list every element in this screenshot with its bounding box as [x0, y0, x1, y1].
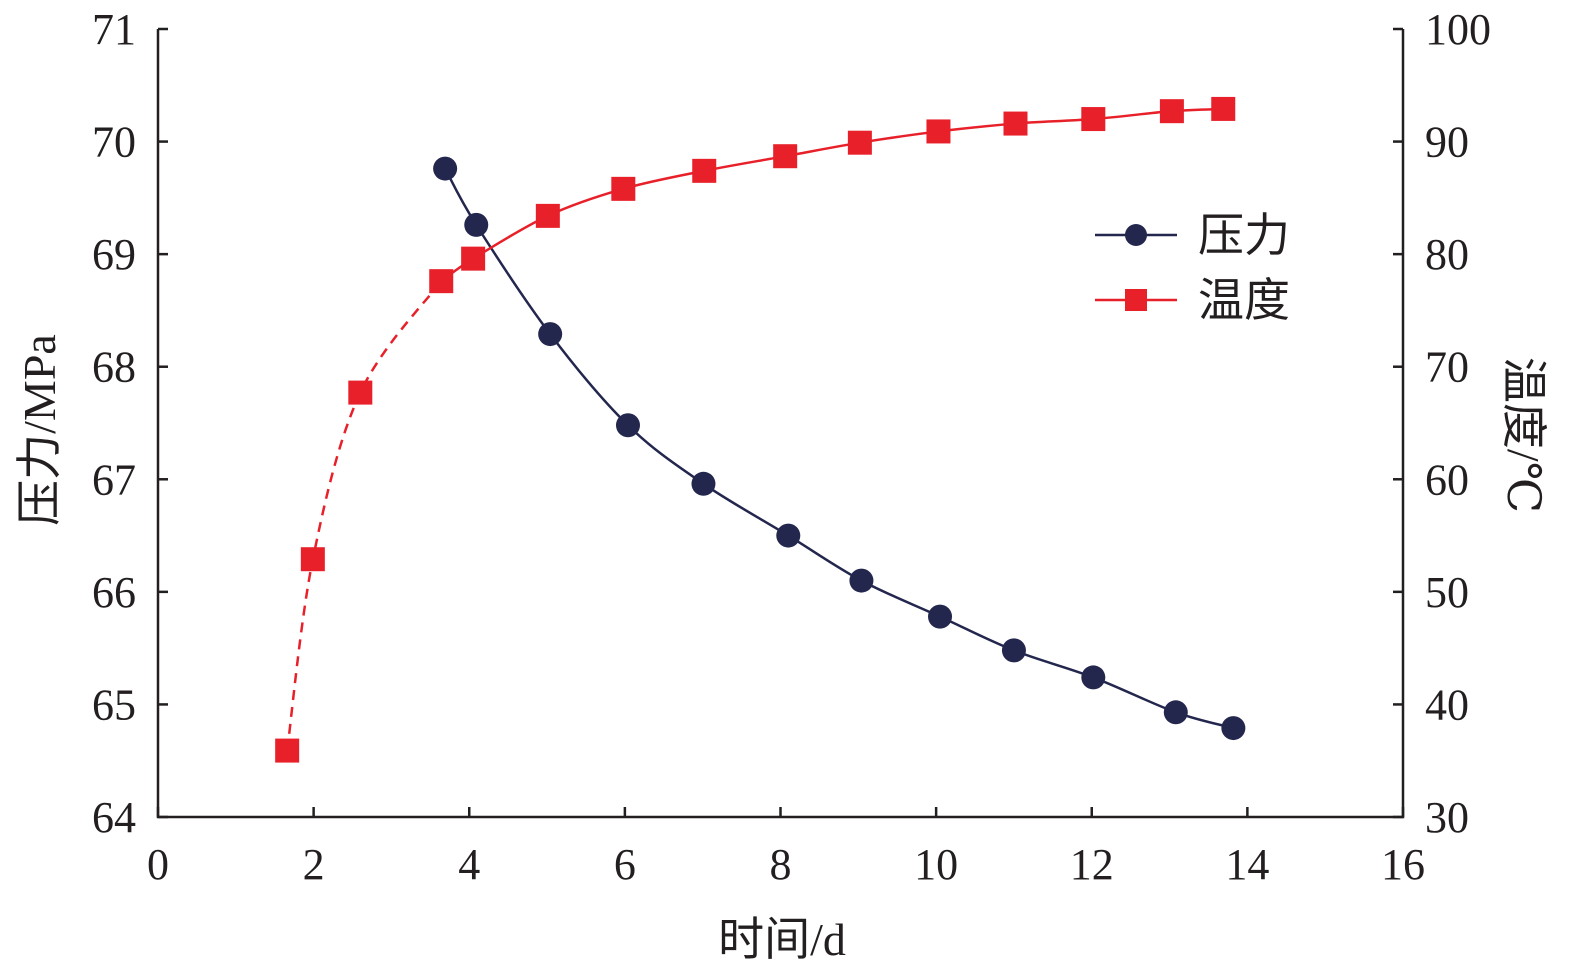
y-axis-label: 压力/MPa — [14, 334, 65, 526]
pressure-point — [538, 322, 563, 347]
y2-tick-label: 30 — [1425, 793, 1469, 842]
pressure-point — [433, 156, 458, 181]
y2-tick-label: 100 — [1425, 5, 1491, 54]
y-tick-label: 69 — [92, 230, 136, 279]
y2-tick-label: 70 — [1425, 343, 1469, 392]
pressure-point — [1221, 716, 1246, 741]
temperature-point — [1081, 107, 1106, 132]
series-lines — [285, 107, 1234, 751]
x-tick-label: 14 — [1225, 840, 1269, 889]
temperature-point — [926, 119, 951, 144]
temperature-point — [692, 158, 717, 183]
pressure-point — [464, 212, 489, 237]
legend-temperature-label: 温度 — [1198, 275, 1290, 326]
temperature-point — [348, 380, 373, 405]
pressure-point — [1163, 700, 1188, 725]
temperature-point — [461, 246, 486, 271]
temperature-point — [535, 203, 560, 228]
x-tick-label: 8 — [770, 840, 792, 889]
y2-tick-label: 40 — [1425, 680, 1469, 729]
pressure-point — [1001, 638, 1026, 663]
series-markers — [275, 96, 1246, 763]
y-tick-label: 68 — [92, 343, 136, 392]
y2-tick-label: 90 — [1425, 118, 1469, 167]
y-tick-label: 65 — [92, 680, 136, 729]
temperature-line-dashed — [285, 280, 443, 751]
temperature-point — [1003, 111, 1028, 136]
x-tick-label: 12 — [1070, 840, 1114, 889]
y2-tick-label: 60 — [1425, 455, 1469, 504]
temperature-point — [611, 176, 636, 201]
legend-pressure-label: 压力 — [1198, 210, 1290, 261]
temperature-point — [275, 738, 300, 763]
x-tick-label: 0 — [147, 840, 169, 889]
pressure-point — [776, 523, 801, 548]
legend-pressure-marker — [1125, 224, 1147, 246]
pressure-point — [691, 471, 716, 496]
x-tick-label: 2 — [303, 840, 325, 889]
pressure-point — [849, 568, 874, 593]
y2-tick-label: 80 — [1425, 230, 1469, 279]
y-tick-label: 67 — [92, 455, 136, 504]
temperature-point — [300, 547, 325, 572]
axes: 0 2 4 6 8 10 12 14 16646566676869707130405060708… — [92, 5, 1491, 889]
pressure-point — [615, 413, 640, 438]
x-axis-label: 时间/d — [718, 914, 846, 965]
temperature-point — [773, 144, 798, 169]
y-tick-label: 64 — [92, 793, 136, 842]
y-tick-label: 70 — [92, 118, 136, 167]
pressure-point — [1081, 665, 1106, 690]
y2-tick-label: 50 — [1425, 568, 1469, 617]
x-tick-label: 16 — [1381, 840, 1425, 889]
temperature-line — [440, 107, 1224, 283]
temperature-point — [429, 269, 454, 294]
x-tick-label: 4 — [458, 840, 480, 889]
temperature-point — [1159, 99, 1184, 124]
y2-axis-label: 温度/℃ — [1498, 357, 1549, 513]
y-tick-label: 66 — [92, 568, 136, 617]
pressure-line — [444, 167, 1234, 730]
pressure-point — [928, 604, 953, 629]
y-tick-label: 71 — [92, 5, 136, 54]
x-tick-label: 6 — [614, 840, 636, 889]
legend-temperature-marker — [1125, 289, 1147, 311]
x-tick-label: 10 — [914, 840, 958, 889]
temperature-point — [847, 130, 872, 155]
temperature-point — [1211, 96, 1236, 121]
